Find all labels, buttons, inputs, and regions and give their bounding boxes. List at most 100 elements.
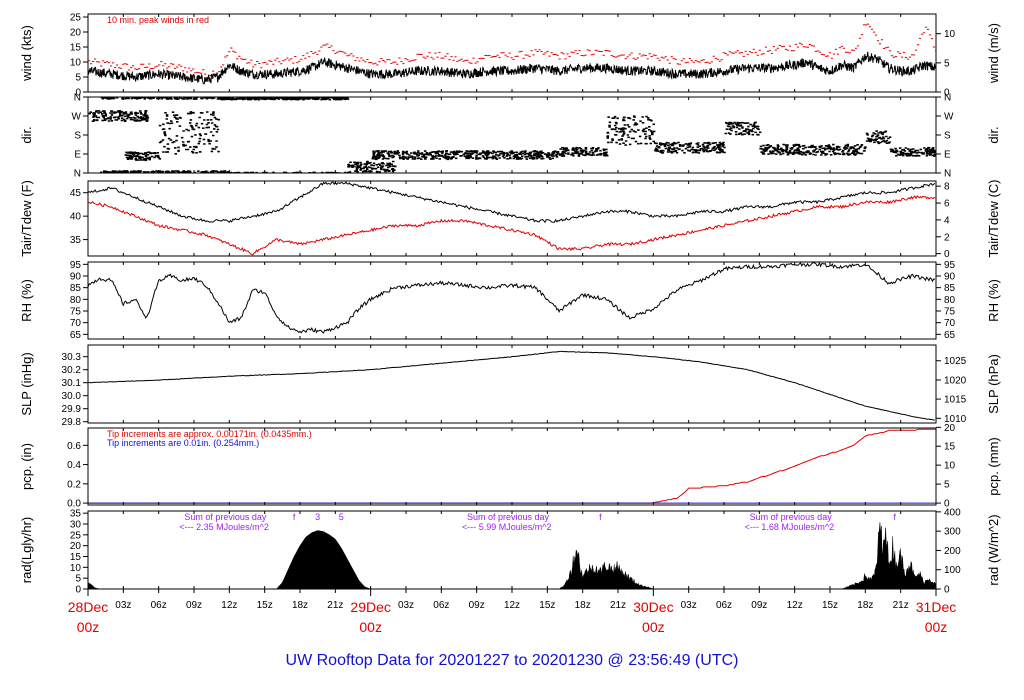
rh-ytick-right-label: 95	[944, 260, 956, 271]
slp-ytick-label: 30.2	[62, 365, 82, 376]
slp-ytick-right-label: 1025	[944, 356, 967, 367]
rad-daynote-0-line1: Sum of previous day	[184, 512, 267, 522]
dir-ytick-right-label: S	[944, 131, 951, 142]
temp-frame	[87, 180, 937, 257]
x-minor-label: 09z	[469, 600, 485, 611]
panel-wind: 0 5 10 15 20 25 0 5 10 wind (kts) wind (m/s) 10 min…	[19, 13, 1001, 99]
rh-ytick-right-label: 90	[944, 272, 956, 283]
rh-ytick-label: 90	[70, 272, 82, 283]
pcp-ytick-right-label: 5	[944, 480, 950, 491]
wind-plot	[88, 23, 936, 85]
x-major-label-hour: 00z	[77, 619, 100, 635]
wind-ytick-right-label: 0	[944, 88, 950, 99]
pcp-note-1: Tip increments are 0.01in. (0.254mm.)	[107, 438, 259, 448]
rh-ytick-label: 65	[70, 330, 82, 341]
dir-ylabel: dir.	[19, 126, 34, 143]
x-minor-label: 03z	[398, 600, 414, 611]
x-minor-label: 18z	[292, 600, 308, 611]
rad-ylabel-right: rad (W/m^2)	[986, 514, 1001, 585]
rad-ytick-right-label: 400	[944, 507, 961, 518]
wind-ytick-right-label: 5	[944, 58, 950, 69]
slp-ytick-label: 29.9	[62, 404, 82, 415]
x-minor-label: 06z	[433, 600, 449, 611]
wind-frame	[87, 13, 937, 93]
x-minor-label: 03z	[681, 600, 697, 611]
x-major-label-day: 30Dec	[633, 599, 673, 615]
rad-marker-4: f	[894, 512, 897, 522]
x-minor-label: 12z	[504, 600, 520, 611]
x-major-label-hour: 00z	[359, 619, 382, 635]
rad-ytick-label: 15	[70, 552, 82, 563]
slp-plot	[88, 350, 935, 421]
rad-daynote-2-line1: Sum of previous day	[750, 512, 833, 522]
temp-ytick-label: 40	[70, 212, 82, 223]
x-minor-label: 06z	[151, 600, 167, 611]
rad-daynote-0-line2: <--- 2.35 MJoules/m^2	[179, 522, 269, 532]
pcp-ylabel-right: pcp. (mm)	[986, 437, 1001, 496]
time-axis: 03z 06z 09z 12z 15z 18z 21z 03z 06z 09z 12z 15z 18z 2…	[68, 14, 956, 635]
rh-plot	[88, 262, 935, 334]
dir-frame	[87, 96, 937, 174]
temp-ytick-right-label: 2	[944, 232, 950, 243]
temp-ytick-label: 35	[70, 235, 82, 246]
temp-ylabel-right: Tair/Tdew (C)	[986, 179, 1001, 257]
rh-series-RH	[88, 262, 935, 334]
rad-ytick-right-label: 200	[944, 546, 961, 557]
rh-ytick-label: 95	[70, 260, 82, 271]
temp-series-Tdew	[88, 195, 936, 256]
rad-ytick-right-label: 100	[944, 565, 961, 576]
x-minor-label: 12z	[787, 600, 803, 611]
x-minor-label: 18z	[857, 600, 873, 611]
dir-ytick-right-label: W	[944, 112, 954, 123]
rh-ytick-right-label: 80	[944, 295, 956, 306]
rh-ytick-right-label: 70	[944, 318, 956, 329]
pcp-ytick-right-label: 10	[944, 461, 956, 472]
x-minor-label: 21z	[327, 600, 343, 611]
x-minor-label: 21z	[610, 600, 626, 611]
slp-ylabel: SLP (inHg)	[19, 352, 34, 415]
dir-ytick-label: N	[74, 169, 81, 180]
rad-series-day3	[841, 522, 936, 589]
slp-series	[88, 350, 935, 421]
rh-ytick-label: 75	[70, 307, 82, 318]
pcp-note-0: Tip increments are approx. 0.00171in. (0…	[107, 429, 312, 439]
dir-ytick-label: E	[74, 150, 81, 161]
rh-frame	[87, 261, 937, 340]
dir-plot	[88, 97, 936, 173]
x-minor-label: 09z	[186, 600, 202, 611]
wind-ytick-label: 10	[70, 58, 82, 69]
rad-ytick-label: 30	[70, 520, 82, 531]
pcp-ytick-right-label: 0	[944, 499, 950, 510]
figure-title: UW Rooftop Data for 20201227 to 20201230…	[286, 652, 739, 669]
rad-daynote-1-line1: Sum of previous day	[467, 512, 550, 522]
dir-ylabel-right: dir.	[986, 126, 1001, 143]
rh-ylabel-right: RH (%)	[986, 279, 1001, 322]
pcp-ytick-label: 0.4	[67, 460, 81, 471]
rad-ytick-right-label: 300	[944, 527, 961, 538]
wind-mean-series	[88, 51, 936, 85]
rad-marker-1: 3	[315, 512, 320, 522]
temp-ylabel: Tair/Tdew (F)	[19, 180, 34, 257]
rh-ytick-right-label: 75	[944, 307, 956, 318]
rad-plot	[88, 522, 936, 589]
x-minor-label: 06z	[716, 600, 732, 611]
temp-ytick-right-label: 0	[944, 249, 950, 260]
rh-ytick-right-label: 85	[944, 283, 956, 294]
temp-plot	[88, 181, 936, 256]
x-minor-label: 09z	[751, 600, 767, 611]
temp-ytick-right-label: 4	[944, 215, 950, 226]
x-minor-label: 03z	[115, 600, 131, 611]
dir-ytick-right-label: N	[944, 169, 951, 180]
rad-ytick-label: 35	[70, 509, 82, 520]
panel-pcp: 0.0 0.2 0.4 0.6 0 5 10 15 20 pcp. (in) pcp. (mm) Ti…	[19, 423, 1001, 510]
slp-ytick-label: 30.1	[62, 378, 82, 389]
rad-series-start	[88, 582, 100, 589]
pcp-ylabel: pcp. (in)	[19, 443, 34, 490]
rad-daynote-2-line2: <--- 1.68 MJoules/m^2	[745, 522, 835, 532]
wind-peak-series	[88, 23, 936, 78]
rad-ytick-label: 20	[70, 541, 82, 552]
rad-series-day2	[558, 549, 654, 589]
